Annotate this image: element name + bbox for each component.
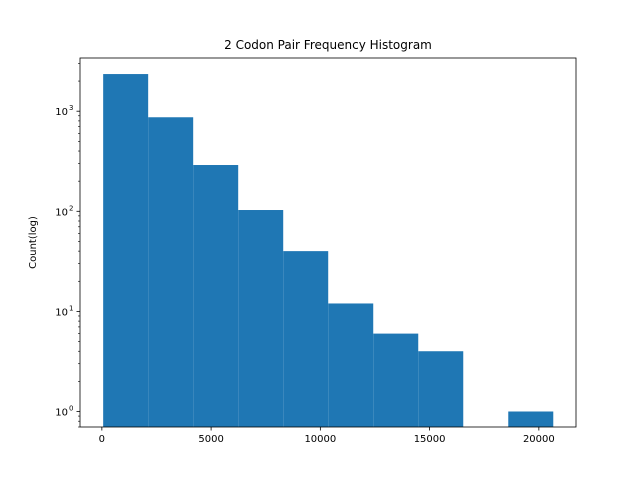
histogram-bar-3 [238,210,284,427]
x-axis: 0 5000 10000 15000 20000 [99,427,555,445]
histogram-bar-4 [283,251,329,427]
y-tick-exponent: 1 [69,304,73,312]
y-tick-label: 10 [55,307,68,318]
x-tick-label: 0 [99,434,105,445]
y-tick-label: 10 [55,407,68,418]
histogram-bar-0 [103,74,149,427]
y-tick-exponent: 2 [69,204,73,212]
x-tick-label: 15000 [414,434,446,445]
histogram-bar-5 [328,303,374,427]
plot-frame [79,57,577,428]
chart-title: 2 Codon Pair Frequency Histogram [224,38,432,52]
bars-group [103,74,554,427]
x-tick-label: 5000 [198,434,223,445]
y-tick-label: 10 [55,107,68,118]
y-tick-label: 10 [55,207,68,218]
x-tick-label: 10000 [304,434,336,445]
histogram-bar-6 [373,333,419,427]
histogram-bar-2 [193,165,239,427]
histogram-bar-7 [418,351,464,427]
histogram-bar-9 [508,411,554,427]
x-tick-label: 20000 [523,434,555,445]
y-tick-exponent: 3 [69,104,73,112]
y-axis-label: Count(log) [28,216,39,269]
histogram-bar-1 [148,117,194,427]
y-tick-exponent: 0 [69,404,73,412]
